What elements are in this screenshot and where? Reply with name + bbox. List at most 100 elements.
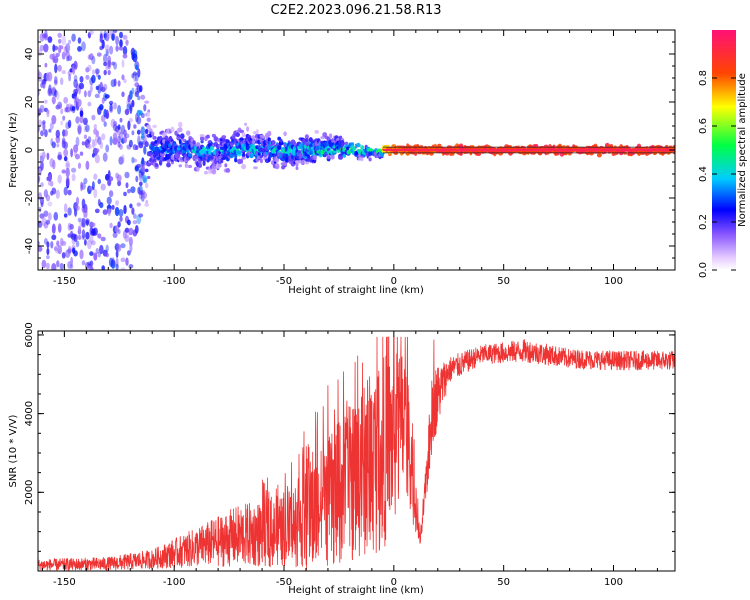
heatmap-cell	[97, 74, 101, 80]
heatmap-cell	[91, 69, 95, 75]
heatmap-cell	[51, 115, 57, 125]
heatmap-cell	[85, 74, 90, 80]
heatmap-cell	[113, 102, 117, 110]
heatmap-cell	[55, 139, 60, 144]
heatmap-cell	[93, 173, 98, 180]
heatmap-cell	[118, 156, 124, 165]
heatmap-cell	[137, 95, 141, 101]
heatmap-cell	[111, 204, 115, 210]
heatmap-cell	[295, 166, 299, 171]
heatmap-cell	[91, 74, 96, 84]
heatmap-cell	[67, 189, 72, 196]
heatmap-cell	[133, 72, 137, 82]
heatmap-cell	[77, 46, 82, 52]
heatmap-cell	[332, 149, 337, 154]
spectrogram-y-ticks: -40 -20 0 20 40	[24, 29, 675, 271]
heatmap-cell	[79, 76, 84, 83]
heatmap-cell	[47, 71, 53, 82]
spectrogram-x-label: Height of straight line (km)	[288, 285, 424, 296]
heatmap-cell	[101, 133, 106, 141]
heatmap-cell	[109, 45, 114, 55]
heatmap-cell	[77, 99, 82, 107]
y-tick-label: -40	[24, 238, 35, 254]
heatmap-cell	[67, 207, 72, 216]
colorbar-label: Normalized spectral amplitude	[737, 73, 748, 227]
heatmap-cell	[73, 60, 78, 70]
heatmap-cell	[235, 132, 240, 137]
heatmap-cell	[115, 35, 119, 46]
x-tick-label: 100	[604, 577, 623, 588]
heatmap-cell	[124, 227, 130, 233]
heatmap-cell	[234, 157, 238, 163]
colorbar-tick-label: 0.8	[698, 70, 709, 86]
heatmap-cell	[87, 31, 91, 39]
heatmap-cell	[94, 154, 100, 164]
heatmap-cell	[121, 154, 125, 164]
heatmap-cell	[109, 136, 113, 146]
heatmap-cell	[82, 117, 88, 126]
y-tick-label: 0	[24, 147, 35, 153]
heatmap-cell	[109, 222, 113, 229]
heatmap-cell	[99, 33, 103, 43]
heatmap-cell	[152, 124, 158, 129]
colorbar-ticks: 0.0 0.2 0.4 0.6 0.8	[698, 70, 736, 278]
heatmap-cell	[65, 160, 70, 170]
heatmap-cell	[42, 121, 46, 132]
heatmap-cell	[101, 39, 105, 49]
heatmap-cell	[46, 247, 50, 256]
heatmap-cell	[77, 162, 82, 169]
heatmap-cell	[304, 134, 309, 140]
heatmap-cell	[46, 152, 50, 160]
heatmap-cell	[107, 208, 111, 217]
heatmap-cell	[344, 141, 349, 146]
heatmap-cell	[101, 265, 105, 270]
heatmap-cell	[71, 106, 76, 111]
heatmap-cell	[240, 158, 244, 164]
heatmap-cell	[91, 114, 96, 121]
heatmap-cell	[47, 201, 53, 207]
heatmap-cell	[117, 104, 122, 115]
heatmap-cell	[135, 64, 139, 71]
heatmap-cell	[271, 139, 275, 146]
heatmap-cell	[53, 55, 59, 64]
heatmap-cell	[143, 146, 147, 155]
x-tick-label: -100	[163, 577, 186, 588]
heatmap-cell	[57, 64, 62, 72]
heatmap-cell	[136, 129, 141, 135]
heatmap-cell	[89, 85, 93, 93]
heatmap-cell	[338, 155, 343, 160]
spectrogram-heatmap	[38, 30, 675, 270]
heatmap-cell	[48, 89, 52, 96]
heatmap-cell	[143, 145, 147, 155]
heatmap-cell	[54, 63, 58, 74]
heatmap-cell	[49, 122, 54, 130]
heatmap-cell	[143, 132, 147, 138]
heatmap-cell	[81, 229, 86, 239]
colorbar-gradient	[712, 30, 736, 270]
heatmap-cell	[119, 39, 123, 48]
heatmap-cell	[99, 104, 104, 111]
heatmap-cell	[202, 160, 206, 166]
heatmap-cell	[239, 137, 245, 141]
heatmap-cell	[188, 153, 193, 158]
heatmap-cell	[70, 148, 73, 158]
heatmap-cell	[99, 244, 104, 255]
heatmap-cell	[61, 252, 66, 259]
heatmap-cell	[57, 174, 62, 184]
heatmap-cell	[75, 205, 80, 211]
heatmap-cell	[312, 154, 317, 161]
heatmap-cell	[99, 30, 104, 40]
heatmap-cell	[55, 52, 60, 58]
heatmap-cell	[295, 160, 299, 164]
heatmap-cell	[105, 109, 109, 119]
x-tick-label: -150	[53, 577, 76, 588]
heatmap-cell	[185, 130, 191, 136]
heatmap-cell	[111, 257, 115, 266]
heatmap-cell	[40, 161, 44, 171]
heatmap-cell	[44, 62, 48, 68]
heatmap-cell	[57, 223, 62, 233]
heatmap-cell	[596, 152, 602, 158]
heatmap-cell	[131, 73, 135, 79]
y-tick-label: -20	[24, 190, 35, 206]
heatmap-cell	[56, 260, 60, 268]
